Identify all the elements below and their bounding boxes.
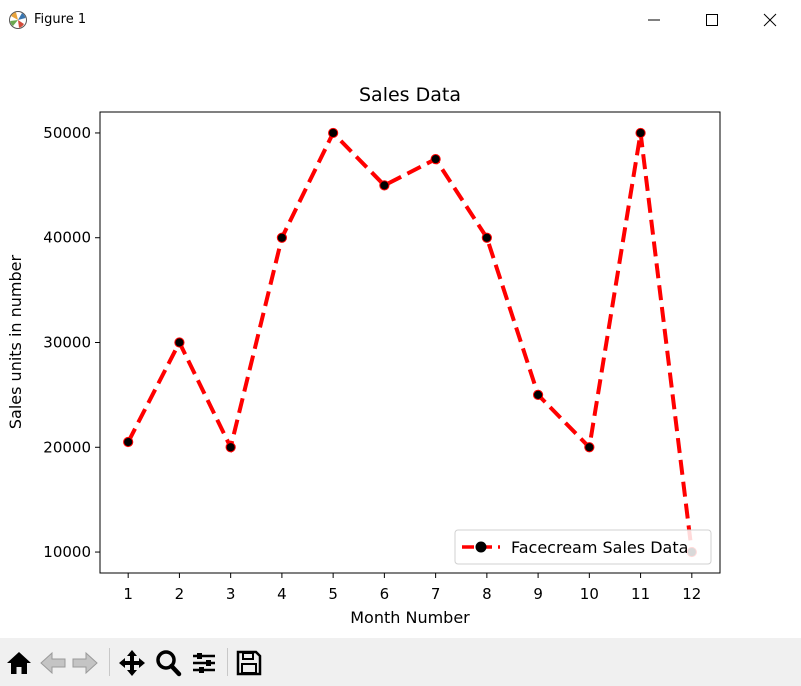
x-axis-label: Month Number (350, 608, 470, 627)
chart-title: Sales Data (359, 84, 461, 106)
maximize-button[interactable] (684, 0, 742, 40)
pan-move-icon (119, 650, 145, 676)
data-point (174, 337, 185, 348)
x-tick-label: 2 (175, 585, 185, 603)
line-chart: Sales Data 1 2 3 4 5 6 7 8 9 10 11 12 1000020000300… (6, 84, 721, 627)
save-floppy-icon (236, 650, 262, 676)
plot-area (100, 112, 720, 573)
window-title: Figure 1 (34, 12, 87, 27)
x-tick-label: 12 (682, 585, 701, 603)
forward-arrow-icon (72, 651, 98, 675)
y-tick-label: 50000 (43, 124, 91, 142)
close-icon (763, 13, 777, 27)
x-tick-label: 11 (631, 585, 650, 603)
configure-subplots-button[interactable] (189, 648, 219, 678)
data-point (584, 442, 595, 453)
forward-button[interactable] (70, 648, 100, 678)
legend-marker-swatch (475, 541, 487, 553)
x-tick-label: 8 (482, 585, 492, 603)
data-point (123, 436, 134, 448)
data-point (635, 127, 646, 139)
zoom-button[interactable] (153, 648, 183, 678)
data-point (532, 389, 544, 400)
maximize-icon (706, 14, 718, 26)
close-button[interactable] (742, 0, 800, 40)
y-axis-label: Sales units in number (6, 254, 25, 429)
home-button[interactable] (4, 648, 34, 678)
minimize-icon (648, 19, 660, 21)
configure-subplots-icon (193, 653, 215, 673)
data-point (225, 442, 236, 453)
y-tick-label: 40000 (43, 229, 91, 247)
data-point (276, 232, 288, 243)
matplotlib-icon (9, 11, 27, 29)
toolbar-separator (109, 648, 110, 676)
x-tick-label: 1 (123, 585, 133, 603)
y-tick-label: 10000 (43, 543, 91, 561)
back-button[interactable] (38, 648, 68, 678)
x-tick-label: 3 (226, 585, 236, 603)
data-point (328, 127, 339, 139)
zoom-magnifier-icon (156, 650, 182, 677)
legend-box (454, 529, 712, 565)
home-icon (7, 652, 31, 674)
data-point (430, 154, 441, 165)
figure-canvas[interactable]: Sales Data 1 2 3 4 5 6 7 8 9 10 11 12 10000 20000 300… (0, 40, 801, 638)
data-point (481, 232, 492, 243)
data-point (379, 180, 390, 191)
series-line (126, 129, 694, 553)
navigation-toolbar (0, 638, 801, 686)
x-tick-label: 10 (580, 585, 599, 603)
x-tick-label: 9 (533, 585, 543, 603)
save-button[interactable] (234, 648, 264, 678)
x-tick-label: 4 (277, 585, 287, 603)
minimize-button[interactable] (626, 0, 684, 40)
x-tick-label: 5 (328, 585, 338, 603)
legend-label: Facecream Sales Data (511, 538, 688, 557)
toolbar-separator (227, 648, 228, 676)
y-tick-label: 30000 (43, 334, 91, 352)
pan-button[interactable] (117, 648, 147, 678)
x-tick-label: 6 (380, 585, 390, 603)
legend: Facecream Sales Data (454, 529, 712, 565)
title-bar: Figure 1 (0, 0, 801, 40)
x-tick-label: 7 (431, 585, 441, 603)
y-tick-label: 20000 (43, 438, 91, 456)
back-arrow-icon (40, 651, 66, 675)
